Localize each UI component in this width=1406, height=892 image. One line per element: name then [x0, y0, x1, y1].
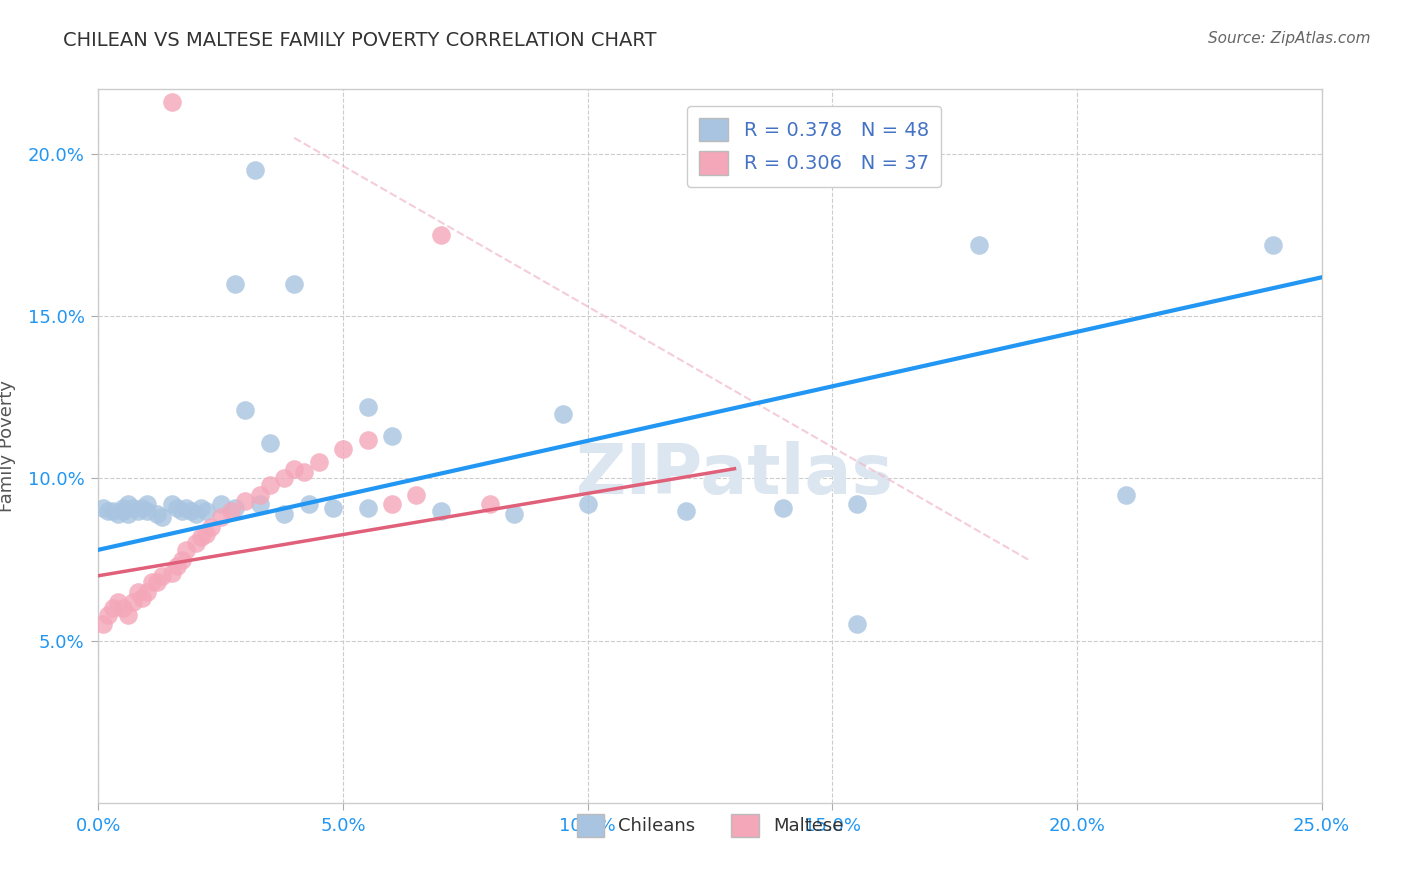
Point — [146, 507, 169, 521]
Text: CHILEAN VS MALTESE FAMILY POVERTY CORRELATION CHART: CHILEAN VS MALTESE FAMILY POVERTY CORREL… — [63, 31, 657, 50]
Point — [308, 455, 330, 469]
Point — [117, 507, 139, 521]
Point — [381, 497, 404, 511]
Point — [478, 497, 501, 511]
Point — [136, 504, 159, 518]
Point — [298, 497, 321, 511]
Point — [772, 500, 794, 515]
Point — [107, 507, 129, 521]
Point — [233, 494, 256, 508]
Point — [150, 510, 173, 524]
Point — [170, 504, 193, 518]
Point — [127, 585, 149, 599]
Point — [292, 465, 315, 479]
Point — [166, 500, 188, 515]
Point — [91, 617, 114, 632]
Point — [127, 504, 149, 518]
Point — [249, 497, 271, 511]
Point — [224, 277, 246, 291]
Point — [146, 575, 169, 590]
Point — [553, 407, 575, 421]
Point — [243, 163, 266, 178]
Point — [1115, 488, 1137, 502]
Point — [111, 500, 134, 515]
Point — [117, 497, 139, 511]
Point — [107, 595, 129, 609]
Point — [249, 488, 271, 502]
Point — [111, 601, 134, 615]
Point — [967, 238, 990, 252]
Text: Source: ZipAtlas.com: Source: ZipAtlas.com — [1208, 31, 1371, 46]
Point — [283, 461, 305, 475]
Point — [233, 403, 256, 417]
Point — [160, 95, 183, 110]
Point — [200, 520, 222, 534]
Point — [97, 504, 120, 518]
Point — [224, 500, 246, 515]
Point — [170, 552, 193, 566]
Point — [356, 400, 378, 414]
Point — [101, 601, 124, 615]
Point — [259, 478, 281, 492]
Text: ZIPatlas: ZIPatlas — [575, 441, 893, 508]
Point — [176, 500, 198, 515]
Point — [160, 497, 183, 511]
Point — [576, 497, 599, 511]
Point — [117, 607, 139, 622]
Point — [141, 575, 163, 590]
Point — [209, 510, 232, 524]
Y-axis label: Family Poverty: Family Poverty — [0, 380, 17, 512]
Point — [675, 504, 697, 518]
Point — [150, 568, 173, 582]
Point — [381, 429, 404, 443]
Point — [273, 471, 295, 485]
Point — [180, 504, 202, 518]
Point — [131, 591, 153, 606]
Point — [111, 504, 134, 518]
Point — [259, 435, 281, 450]
Point — [186, 536, 208, 550]
Point — [356, 433, 378, 447]
Point — [190, 530, 212, 544]
Point — [322, 500, 344, 515]
Point — [97, 607, 120, 622]
Point — [131, 500, 153, 515]
Point — [430, 504, 453, 518]
Legend: Chileans, Maltese: Chileans, Maltese — [569, 807, 851, 844]
Point — [121, 595, 143, 609]
Point — [121, 500, 143, 515]
Point — [219, 504, 242, 518]
Point — [195, 504, 218, 518]
Point — [176, 542, 198, 557]
Point — [160, 566, 183, 580]
Point — [273, 507, 295, 521]
Point — [332, 442, 354, 457]
Point — [91, 500, 114, 515]
Point — [186, 507, 208, 521]
Point — [195, 526, 218, 541]
Point — [283, 277, 305, 291]
Point — [405, 488, 427, 502]
Point — [845, 497, 868, 511]
Point — [356, 500, 378, 515]
Point — [503, 507, 526, 521]
Point — [209, 497, 232, 511]
Point — [190, 500, 212, 515]
Point — [101, 504, 124, 518]
Point — [430, 228, 453, 243]
Point — [166, 559, 188, 574]
Point — [845, 617, 868, 632]
Point — [1261, 238, 1284, 252]
Point — [136, 585, 159, 599]
Point — [136, 497, 159, 511]
